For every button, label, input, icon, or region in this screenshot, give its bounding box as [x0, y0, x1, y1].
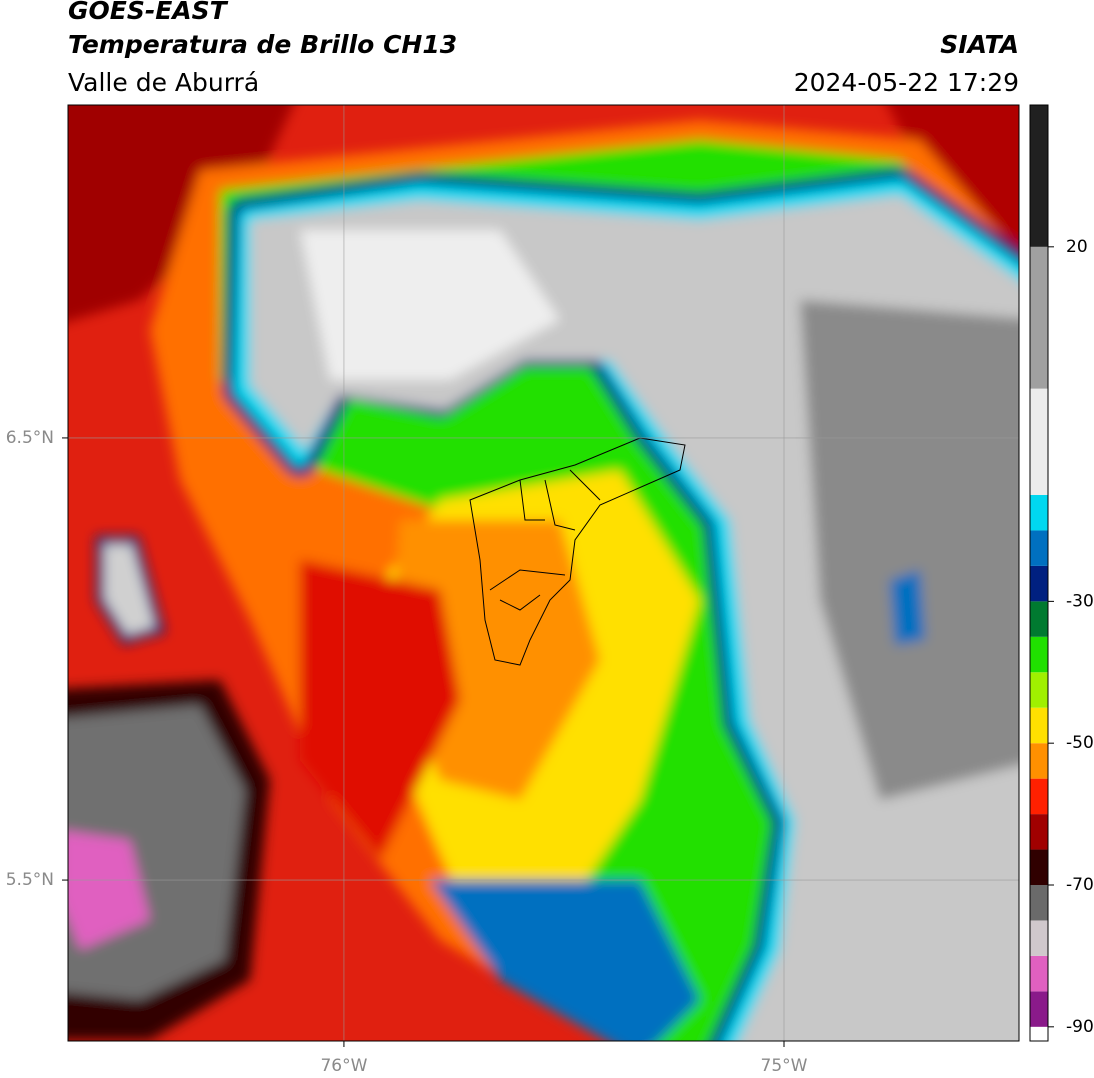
colorbar-segment [1030, 495, 1048, 531]
colorbar-segment [1030, 849, 1048, 885]
satellite: GOES-EAST [68, 0, 229, 25]
colorbar-segment [1030, 920, 1048, 956]
colorbar-tick-label: 20 [1066, 237, 1088, 257]
colorbar-segment [1030, 778, 1048, 815]
x-tick-label: 76°W [320, 1056, 367, 1076]
colorbar-tick-label: -50 [1066, 733, 1094, 753]
colorbar-segment [1030, 814, 1048, 850]
colorbar-frame [1029, 104, 1049, 1042]
imagery [68, 105, 1019, 1041]
region: Valle de Aburrá [68, 68, 259, 97]
map-frame [67, 104, 1020, 1042]
colorbar-segment [1030, 246, 1048, 389]
colorbar [1030, 105, 1048, 1041]
colorbar-tick-label: -70 [1066, 875, 1094, 895]
colorbar-segment [1030, 565, 1048, 602]
y-tick-label: 5.5°N [6, 870, 54, 890]
graticule [68, 105, 1019, 1041]
colorbar-segment [1030, 955, 1048, 992]
colorbar-segment [1030, 672, 1048, 708]
colorbar-tick-label: -30 [1066, 591, 1094, 611]
x-tick-label: 75°W [761, 1056, 808, 1076]
colorbar-tick-label: -90 [1066, 1017, 1094, 1037]
y-tick-label: 6.5°N [6, 428, 54, 448]
colorbar-segment [1030, 707, 1048, 744]
product: Temperatura de Brillo CH13 [68, 30, 457, 59]
datetime: 2024-05-22 17:29 [794, 68, 1019, 97]
colorbar-segment [1030, 530, 1048, 566]
colorbar-segment [1030, 991, 1048, 1027]
agency: SIATA [940, 30, 1019, 59]
colorbar-segment [1030, 601, 1048, 637]
colorbar-segment [1030, 1026, 1048, 1041]
colorbar-segment [1030, 636, 1048, 673]
cloud-field [68, 105, 1019, 1041]
colorbar-segment [1030, 743, 1048, 779]
colorbar-segment [1030, 885, 1048, 921]
colorbar-segment [1030, 105, 1048, 247]
colorbar-segment [1030, 388, 1048, 495]
municipal-boundaries [469, 437, 686, 666]
